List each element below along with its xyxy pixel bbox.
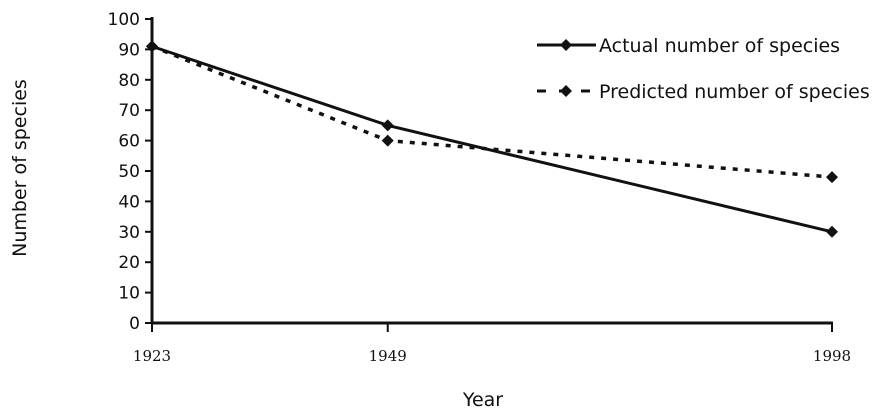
legend-marker [560,39,572,51]
y-tick-label: 0 [129,314,140,334]
x-tick-label: 1949 [369,347,407,365]
y-tick-label: 70 [118,101,140,121]
data-point-marker [826,225,838,238]
series-line [151,44,833,179]
data-point-marker [146,40,158,53]
x-tick-label: 1998 [813,347,851,365]
y-tick-label: 50 [118,162,140,182]
y-tick-label: 20 [118,253,140,273]
series-layer [146,40,838,238]
y-tick-label: 30 [118,223,140,243]
legend-item: Predicted number of species [537,81,870,103]
x-axis-ticks: 1923 1949 1998 [133,323,851,365]
y-tick-label: 60 [118,132,140,152]
y-tick-label: 80 [118,71,140,91]
legend-label: Predicted number of species [599,81,870,103]
legend-item: Actual number of species [537,35,840,57]
series-predicted [146,40,838,184]
y-tick-label: 40 [118,192,140,212]
series-line [151,44,833,234]
legend: Actual number of species Predicted number… [537,35,870,103]
series-actual [146,40,838,238]
x-tick-label: 1923 [133,347,171,365]
data-point-marker [381,119,394,132]
y-tick-label: 100 [108,10,140,30]
x-axis-label: Year [462,389,503,411]
data-point-marker [826,171,838,184]
legend-marker [560,85,572,97]
y-tick-label: 90 [118,40,140,60]
y-axis-ticks: 0 10 20 30 40 50 60 70 80 90 100 [108,10,152,334]
data-point-marker [381,134,394,147]
y-axis-label: Number of species [9,79,31,257]
y-tick-label: 10 [118,284,140,304]
legend-label: Actual number of species [599,35,840,57]
